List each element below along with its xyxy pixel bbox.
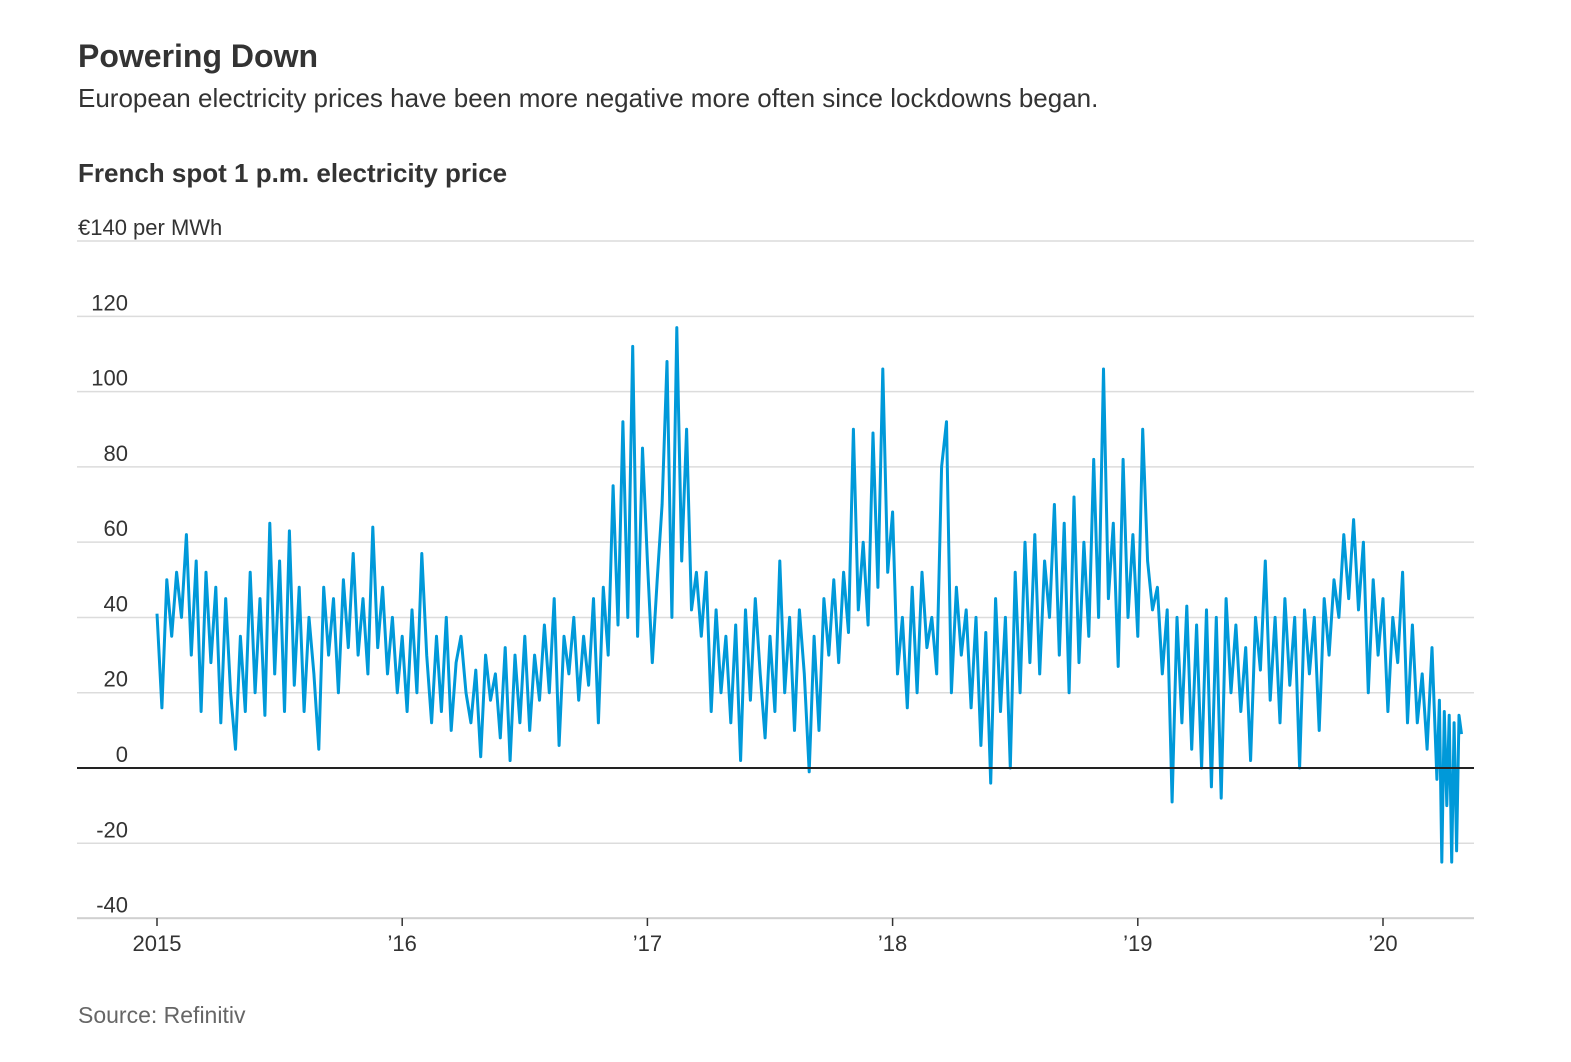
y-tick-label: -20 bbox=[96, 817, 128, 842]
x-tick-label: ’19 bbox=[1123, 931, 1152, 956]
price-line bbox=[155, 326, 1463, 864]
x-tick-label: ’18 bbox=[878, 931, 907, 956]
y-tick-label: 20 bbox=[104, 667, 128, 692]
x-tick-label: ’20 bbox=[1368, 931, 1397, 956]
y-tick-label: -40 bbox=[96, 893, 128, 918]
x-tick-label: 2015 bbox=[133, 931, 182, 956]
source-note: Source: Refinitiv bbox=[78, 1002, 246, 1028]
y-tick-label: 0 bbox=[116, 742, 128, 767]
y-tick-label: 60 bbox=[104, 516, 128, 541]
subheadline: European electricity prices have been mo… bbox=[78, 83, 1099, 113]
headline: Powering Down bbox=[78, 38, 318, 74]
y-tick-label: 120 bbox=[91, 290, 128, 315]
x-tick-label: ’17 bbox=[633, 931, 662, 956]
chart-title: French spot 1 p.m. electricity price bbox=[78, 158, 508, 188]
y-axis-unit-label: €140 per MWh bbox=[78, 215, 222, 240]
x-tick-label: ’16 bbox=[388, 931, 417, 956]
y-tick-label: 80 bbox=[104, 441, 128, 466]
y-tick-label: 40 bbox=[104, 591, 128, 616]
y-tick-label: 100 bbox=[91, 366, 128, 391]
